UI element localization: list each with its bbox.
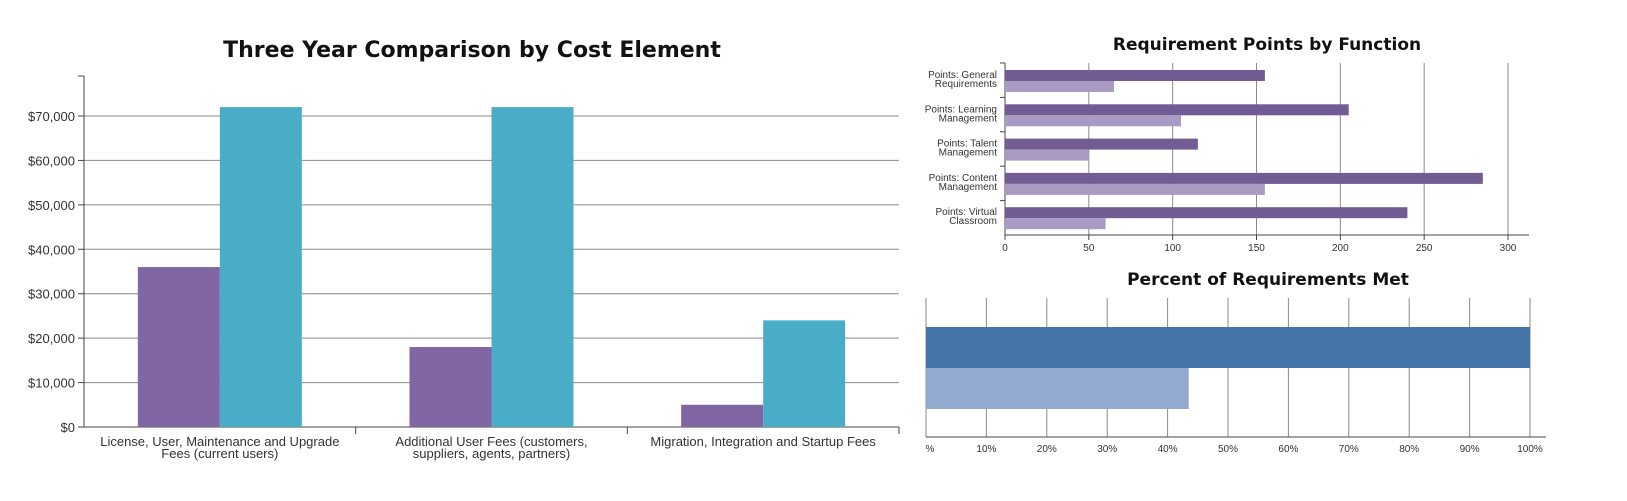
x-tick-label: 20% bbox=[1037, 444, 1057, 455]
x-tick-label: License, User, Maintenance and Upgrade bbox=[100, 434, 339, 449]
chart-title: Percent of Requirements Met bbox=[1127, 270, 1409, 290]
x-tick-label: Additional User Fees (customers, bbox=[395, 434, 587, 449]
y-tick-label: Management bbox=[939, 182, 998, 193]
points-bar bbox=[1005, 81, 1114, 92]
points-bar bbox=[1005, 172, 1483, 184]
x-tick-label: 50 bbox=[1083, 243, 1095, 254]
y-tick-label: $10,000 bbox=[28, 376, 75, 391]
cost-bar bbox=[137, 267, 220, 427]
x-tick-label: 90% bbox=[1460, 444, 1480, 455]
x-tick-label: 0 bbox=[1002, 243, 1008, 254]
y-tick-label: Points: Content bbox=[929, 173, 998, 184]
x-tick-label: 300 bbox=[1500, 243, 1517, 254]
y-tick-label: Classroom bbox=[949, 216, 997, 227]
x-tick-label: Fees (current users) bbox=[161, 446, 278, 461]
y-tick-label: Management bbox=[939, 148, 998, 159]
chart-title: Requirement Points by Function bbox=[1113, 35, 1421, 55]
x-tick-label: 70% bbox=[1339, 444, 1359, 455]
points-bar bbox=[1005, 70, 1265, 81]
x-tick-label: 250 bbox=[1416, 243, 1433, 254]
y-tick-label: Points: Virtual bbox=[935, 207, 997, 218]
points-bar bbox=[1005, 149, 1089, 161]
y-tick-label: $60,000 bbox=[28, 153, 75, 168]
x-tick-label: 80% bbox=[1399, 444, 1419, 455]
y-tick-label: $40,000 bbox=[28, 242, 75, 257]
x-tick-label: suppliers, agents, partners) bbox=[413, 446, 571, 461]
cost-bar bbox=[409, 347, 492, 427]
cost-bar bbox=[219, 107, 302, 427]
points-bar bbox=[1005, 183, 1265, 195]
points-bar bbox=[1005, 207, 1408, 219]
percent-bar bbox=[926, 327, 1530, 368]
x-tick-label: 100% bbox=[1517, 444, 1543, 455]
x-tick-label: 40% bbox=[1158, 444, 1178, 455]
x-tick-label: 60% bbox=[1278, 444, 1298, 455]
x-tick-label: 10% bbox=[976, 444, 996, 455]
cost-bar bbox=[491, 107, 574, 427]
x-tick-label: 150 bbox=[1248, 243, 1265, 254]
cost-bar bbox=[681, 404, 764, 427]
y-tick-label: $30,000 bbox=[28, 287, 75, 302]
x-tick-label: 50% bbox=[1218, 444, 1238, 455]
y-tick-label: Requirements bbox=[935, 79, 997, 90]
y-tick-label: Management bbox=[939, 113, 998, 124]
chart-title: Three Year Comparison by Cost Element bbox=[223, 38, 721, 63]
y-tick-label: Points: Learning bbox=[925, 104, 997, 115]
y-tick-label: $0 bbox=[61, 420, 75, 435]
x-tick-label: % bbox=[926, 444, 935, 455]
x-tick-label: 200 bbox=[1332, 243, 1349, 254]
y-tick-label: $50,000 bbox=[28, 198, 75, 213]
y-tick-label: Points: General bbox=[928, 70, 997, 81]
x-tick-label: 30% bbox=[1097, 444, 1117, 455]
y-tick-label: $70,000 bbox=[28, 109, 75, 124]
x-tick-label: 100 bbox=[1164, 243, 1181, 254]
x-tick-label: Migration, Integration and Startup Fees bbox=[650, 434, 876, 449]
points-bar bbox=[1005, 218, 1106, 230]
points-bar bbox=[1005, 138, 1198, 150]
points-bar bbox=[1005, 115, 1182, 127]
points-bar bbox=[1005, 104, 1349, 116]
percent-bar bbox=[926, 368, 1189, 409]
y-tick-label: Points: Talent bbox=[937, 139, 997, 150]
y-tick-label: $20,000 bbox=[28, 331, 75, 346]
cost-bar bbox=[763, 320, 846, 427]
